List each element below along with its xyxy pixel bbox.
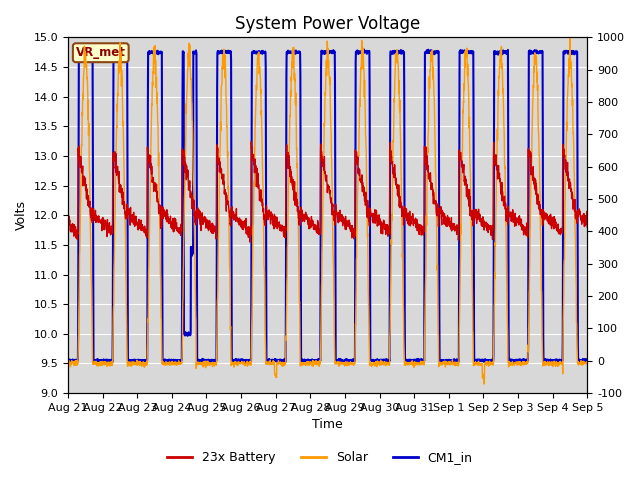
Legend: 23x Battery, Solar, CM1_in: 23x Battery, Solar, CM1_in	[163, 446, 477, 469]
Y-axis label: Volts: Volts	[15, 200, 28, 230]
Title: System Power Voltage: System Power Voltage	[235, 15, 420, 33]
Text: VR_met: VR_met	[76, 46, 125, 59]
X-axis label: Time: Time	[312, 419, 343, 432]
